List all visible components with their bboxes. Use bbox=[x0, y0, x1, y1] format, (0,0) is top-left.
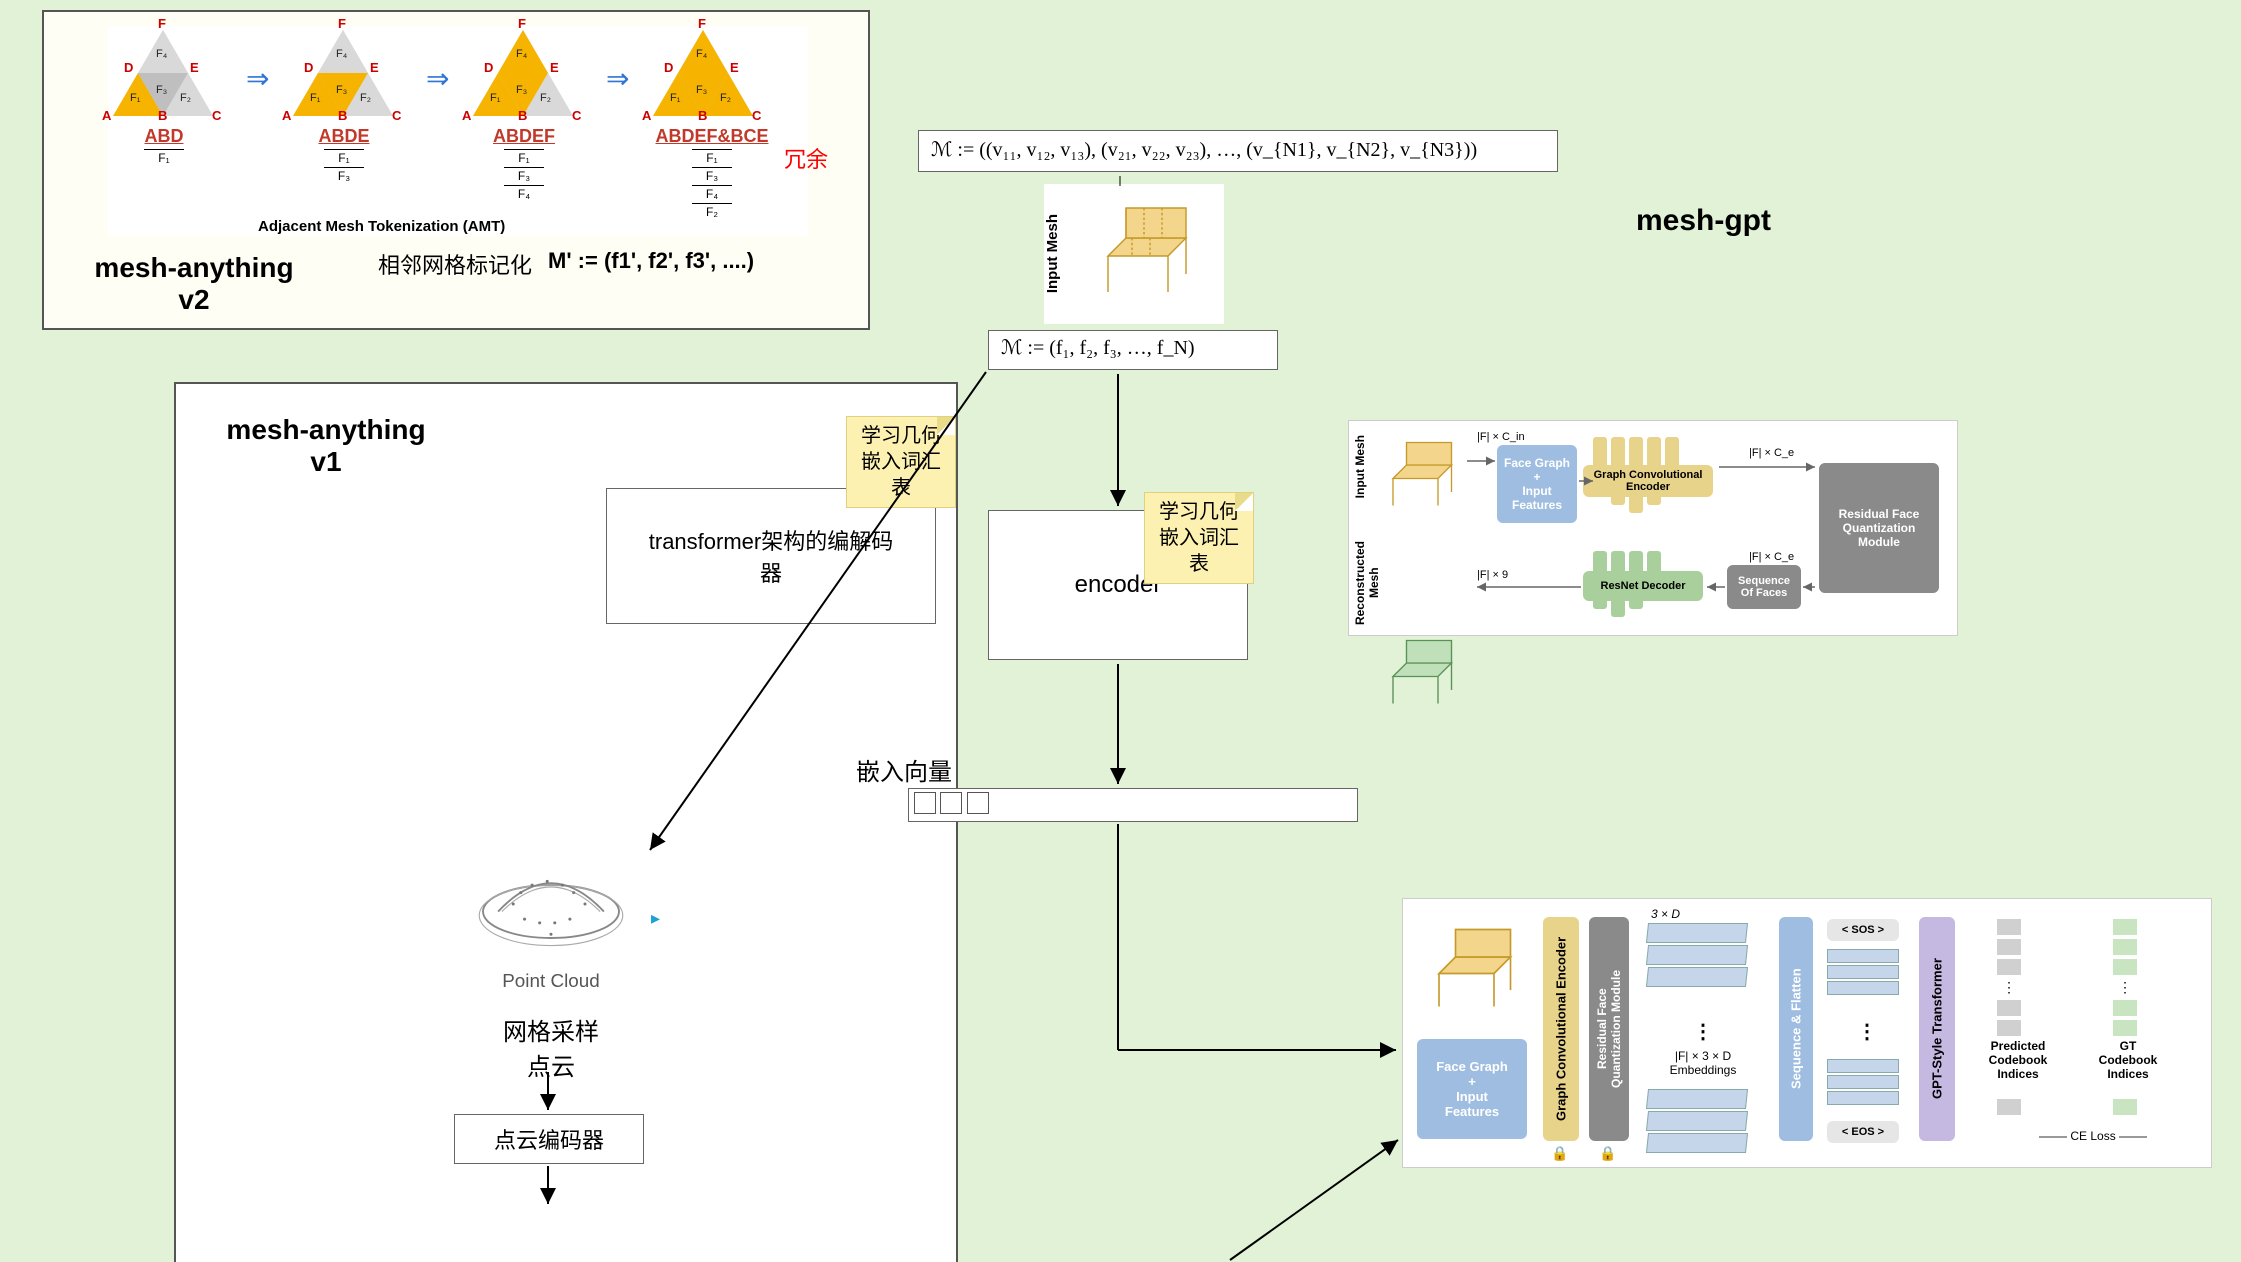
title-mesh-anything-v2: mesh-anything v2 bbox=[74, 252, 314, 316]
meshgpt-panel2: Face Graph + Input Features Graph Convol… bbox=[1402, 898, 2212, 1168]
amt-step-3: A B C D E F F₁ F₃ F₂ F₄ ABDEF F₁ F₃ F₄ bbox=[468, 30, 578, 200]
panel-mesh-anything-v1: mesh-anything v1 transformer架构的编解码 器 Poi… bbox=[174, 382, 958, 1262]
p1-dim-e-bot: |F| × C_e bbox=[1749, 551, 1794, 563]
title-mesh-anything-v1: mesh-anything v1 bbox=[206, 414, 446, 478]
input-mesh-block: Input Mesh bbox=[1044, 184, 1224, 324]
p1-dim-e-top: |F| × C_e bbox=[1749, 447, 1794, 459]
p2-ce-loss: CE Loss bbox=[2039, 1129, 2147, 1143]
p2-gt-label: GT Codebook Indices bbox=[2083, 1039, 2173, 1081]
m-prime-def: M' := (f1', f2', f3', ....) bbox=[548, 248, 754, 274]
p2-pred-label: Predicted Codebook Indices bbox=[1973, 1039, 2063, 1081]
embedding-row bbox=[908, 788, 1358, 822]
point-cloud-image: Point Cloud ▸ bbox=[456, 836, 646, 1006]
p2-mid-stack-bot bbox=[1827, 1059, 1899, 1105]
p2-emb-stack-top bbox=[1647, 923, 1747, 987]
amt-diagram: A B C D E F F₁ F₃ F₂ F₄ ABD F₁ ⇒ A B C bbox=[108, 26, 808, 236]
p2-mid-stack-top bbox=[1827, 949, 1899, 995]
p2-eos: < EOS > bbox=[1827, 1121, 1899, 1143]
sticky-v1: 学习几何 嵌入词汇 表 bbox=[846, 416, 956, 508]
embed-cell bbox=[967, 792, 989, 814]
meshgpt-panel1: Input Mesh Reconstructed Mesh |F| × C_in… bbox=[1348, 420, 1958, 636]
mesh-sampling-label: 网格采样 点云 bbox=[476, 1012, 626, 1082]
p2-gpt: GPT-Style Transformer bbox=[1919, 917, 1955, 1141]
amt-key-1: ABD bbox=[124, 126, 204, 147]
redundant-label: 冗余 bbox=[784, 142, 828, 174]
p2-chair bbox=[1417, 913, 1527, 1023]
ellipsis-icon: ⋮ bbox=[1693, 1019, 1713, 1044]
amt-key-3: ABDEF bbox=[474, 126, 574, 147]
p1-dim-9: |F| × 9 bbox=[1477, 569, 1508, 581]
amt-step-1: A B C D E F F₁ F₃ F₂ F₄ ABD F₁ bbox=[108, 30, 218, 180]
amt-subcaption: 相邻网格标记化 bbox=[378, 248, 532, 280]
amt-key-4: ABDEF&BCE bbox=[642, 126, 782, 147]
p2-emb-stack-bot bbox=[1647, 1089, 1747, 1153]
amt-step-2: A B C D E F F₁ F₃ F₂ F₄ ABDE F₁ F₃ bbox=[288, 30, 398, 190]
panel-mesh-anything-v2: mesh-anything v2 A B C D E F F₁ F₃ F₂ F₄… bbox=[42, 10, 870, 330]
p2-pred-stack: ⋮ bbox=[1997, 919, 2021, 1036]
m-def-vertices: ℳ := ((v₁₁, v₁₂, v₁₃), (v₂₁, v₂₂, v₂₃), … bbox=[918, 130, 1558, 172]
p2-emb-label: |F| × 3 × D Embeddings bbox=[1643, 1049, 1763, 1077]
amt-arrow-1: ⇒ bbox=[246, 62, 269, 95]
p2-seq-flatten: Sequence & Flatten bbox=[1779, 917, 1813, 1141]
chair-icon bbox=[1084, 190, 1204, 310]
title-mesh-gpt: mesh-gpt bbox=[1636, 204, 1771, 238]
amt-arrow-2: ⇒ bbox=[426, 62, 449, 95]
p2-gt-stack2 bbox=[2113, 1099, 2137, 1115]
p1-gconv-label: Graph Convolutional Encoder bbox=[1583, 465, 1713, 497]
m-def-faces: ℳ := (f₁, f₂, f₃, …, f_N) bbox=[988, 330, 1278, 370]
point-cloud-label: Point Cloud bbox=[502, 971, 600, 992]
lock-icon: 🔒 bbox=[1599, 1145, 1616, 1162]
p2-rq: Residual Face Quantization Module bbox=[1589, 917, 1629, 1141]
ellipsis-icon: ⋮ bbox=[1857, 1019, 1877, 1044]
p1-resnet-label: ResNet Decoder bbox=[1583, 571, 1703, 601]
cursor-icon: ▸ bbox=[651, 908, 660, 929]
p1-face-graph: Face Graph + Input Features bbox=[1497, 445, 1577, 523]
embed-cell bbox=[914, 792, 936, 814]
p2-gconv: Graph Convolutional Encoder bbox=[1543, 917, 1579, 1141]
amt-caption: Adjacent Mesh Tokenization (AMT) bbox=[258, 218, 505, 235]
p2-dim3d: 3 × D bbox=[1651, 907, 1680, 921]
embed-label: 嵌入向量 bbox=[856, 752, 952, 787]
p1-seq-faces: Sequence Of Faces bbox=[1727, 565, 1801, 609]
p1-dim-in: |F| × C_in bbox=[1477, 431, 1525, 443]
p2-face-graph: Face Graph + Input Features bbox=[1417, 1039, 1527, 1139]
p1-rq: Residual Face Quantization Module bbox=[1819, 463, 1939, 593]
transformer-codec-box: transformer架构的编解码 器 bbox=[606, 488, 936, 624]
embed-cell bbox=[940, 792, 962, 814]
p2-sos: < SOS > bbox=[1827, 919, 1899, 941]
p2-pred-stack2 bbox=[1997, 1099, 2021, 1115]
input-mesh-label: Input Mesh bbox=[1044, 214, 1061, 293]
lock-icon: 🔒 bbox=[1551, 1145, 1568, 1162]
p1-reconstructed-label: Reconstructed Mesh bbox=[1353, 541, 1381, 625]
sticky-gpt: 学习几何 嵌入词汇 表 bbox=[1144, 492, 1254, 584]
amt-key-2: ABDE bbox=[298, 126, 390, 147]
amt-step-4: A B C D E F F₁ F₃ F₂ F₄ ABDEF&BCE F₁ F₃ … bbox=[648, 30, 778, 210]
amt-arrow-3: ⇒ bbox=[606, 62, 629, 95]
p1-chair-in bbox=[1375, 429, 1465, 519]
p1-input-mesh-label: Input Mesh bbox=[1353, 435, 1367, 498]
pc-encoder-box: 点云编码器 bbox=[454, 1114, 644, 1164]
p1-chair-out bbox=[1375, 627, 1465, 717]
p2-gt-stack: ⋮ bbox=[2113, 919, 2137, 1036]
ce-loss-label: CE Loss bbox=[2070, 1129, 2115, 1143]
